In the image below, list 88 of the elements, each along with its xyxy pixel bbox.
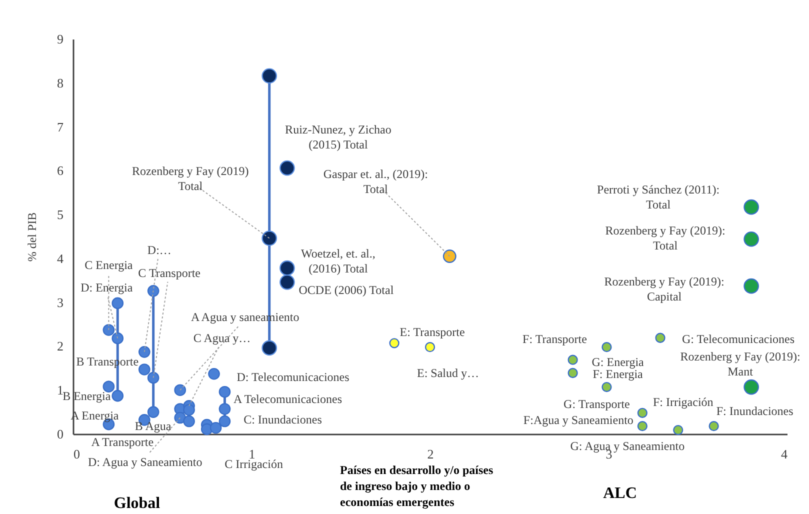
- annotation: C Transporte: [138, 266, 200, 280]
- annotation: D:…: [147, 242, 172, 257]
- y-tick-label: 1: [57, 382, 64, 398]
- y-tick-label: 7: [57, 119, 64, 134]
- annotation: C Energia: [84, 258, 134, 272]
- point: [208, 368, 220, 380]
- point: [183, 415, 195, 428]
- point: [673, 424, 684, 436]
- annotation: D: Telecomunicaciones: [236, 370, 350, 384]
- x-tick-label: 4: [781, 446, 788, 462]
- point: [174, 384, 186, 396]
- point: [112, 390, 124, 402]
- point: [147, 406, 160, 418]
- point: [280, 160, 295, 176]
- annotation: F: Irrigación: [652, 395, 714, 410]
- text: Global: [114, 495, 161, 512]
- annotation: OCDE (2006) Total: [298, 283, 394, 298]
- point: [637, 421, 648, 432]
- annotation: A Transporte: [91, 434, 154, 449]
- point: [744, 199, 759, 215]
- x-tick-label: 1: [248, 446, 256, 462]
- point: [568, 354, 578, 365]
- y-tick-label: 3: [57, 294, 64, 310]
- point: [442, 250, 456, 263]
- text: Países en desarrollo y/o países de ingreso bajo y medio o economías emergentes: [340, 463, 494, 509]
- annotation: Rozenberg y Fay (2019) Total: [132, 164, 249, 193]
- annotation: F: Inundaciones: [716, 404, 794, 418]
- point: [744, 278, 759, 294]
- y-tick-label: 9: [57, 32, 64, 46]
- point: [147, 285, 160, 297]
- point: [147, 372, 160, 384]
- annotation: B Energia: [62, 388, 112, 403]
- y-axis-title: % del PIB: [25, 212, 39, 262]
- annotation: Perroti y Sánchez (2011): Total: [597, 182, 720, 212]
- y-tick-label: 0: [57, 426, 64, 442]
- point: [112, 297, 124, 310]
- point: [744, 231, 759, 247]
- point: [210, 422, 222, 434]
- annotation: E: Salud y…: [417, 366, 479, 380]
- point: [138, 364, 150, 376]
- y-tick-label: 5: [57, 207, 64, 222]
- point: [102, 324, 115, 336]
- point: [280, 260, 295, 276]
- point: [218, 386, 231, 398]
- point: [102, 380, 115, 393]
- point: [262, 230, 278, 246]
- point: [708, 421, 719, 432]
- y-tick-label: 2: [57, 338, 64, 354]
- annotation: Gaspar et. al., (2019): Total: [323, 166, 428, 196]
- annotation: E: Transporte: [400, 325, 465, 340]
- annotation: F:Agua y Saneamiento: [523, 412, 634, 427]
- annotation: D: Agua y Saneamiento: [88, 454, 202, 469]
- point: [637, 408, 648, 418]
- text: ALC: [603, 485, 637, 502]
- annotation: C Agua y…: [193, 330, 251, 345]
- point: [424, 342, 436, 352]
- annotation: F: Transporte: [522, 332, 587, 346]
- point: [183, 404, 195, 416]
- annotation: Woetzel, et. al., (2016) Total: [301, 246, 376, 276]
- x-tick-label: 0: [74, 446, 80, 462]
- point: [262, 340, 278, 356]
- y-tick-label: 8: [57, 75, 64, 90]
- annotation: C: Inundaciones: [244, 412, 322, 426]
- point: [744, 379, 759, 395]
- point: [568, 368, 578, 378]
- point: [602, 382, 612, 392]
- point: [655, 332, 666, 343]
- point: [602, 342, 612, 352]
- y-tick-label: 4: [57, 250, 64, 266]
- point: [262, 68, 278, 84]
- point: [218, 403, 231, 415]
- annotation: G: Telecomunicaciones: [682, 332, 795, 346]
- annotation: Ruiz-Nunez, y Zichao (2015) Total: [285, 122, 392, 152]
- point: [112, 332, 124, 344]
- annotation: A Telecomunicaciones: [233, 392, 342, 406]
- annotation: B Agua: [134, 418, 172, 433]
- point: [138, 346, 150, 358]
- annotation: Rozenberg y Fay (2019): Total: [605, 224, 726, 253]
- y-tick-label: 6: [57, 163, 64, 178]
- point: [280, 274, 295, 290]
- point: [218, 415, 231, 428]
- annotation: D: Energia: [80, 280, 134, 294]
- annotation: G: Energia: [592, 354, 645, 369]
- annotation: Rozenberg y Fay (2019): Capital: [604, 274, 724, 304]
- x-tick-label: 2: [427, 446, 434, 462]
- annotation: G: Transporte: [564, 397, 630, 412]
- point: [389, 338, 400, 348]
- annotation: Rozenberg y Fay (2019): Mant: [680, 350, 800, 379]
